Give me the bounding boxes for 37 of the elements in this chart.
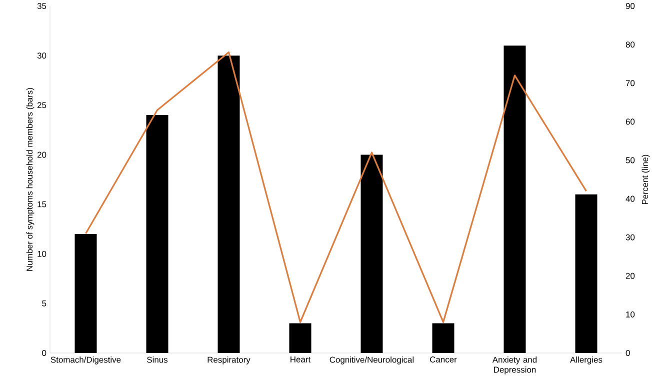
y2-tick-label: 40 (626, 196, 635, 202)
y2-tick-label: 0 (626, 350, 630, 356)
bar (432, 323, 454, 353)
y2-tick-label: 80 (626, 42, 635, 48)
bar (218, 56, 240, 353)
bar (575, 194, 598, 353)
y-tick-label: 5 (42, 300, 46, 306)
x-tick-label: Anxiety and Depression (492, 356, 537, 374)
y2-tick-label: 50 (626, 157, 635, 164)
bar (289, 323, 312, 353)
y2-tick-label: 60 (626, 118, 635, 125)
y-axis-title: Number of symptoms household members (bars) (26, 88, 34, 271)
y-tick-label: 15 (38, 201, 46, 208)
y2-tick-label: 20 (626, 272, 635, 279)
bar (504, 46, 526, 353)
x-tick-label: Heart (290, 356, 311, 362)
y2-tick-label: 30 (626, 234, 635, 240)
y-tick-label: 20 (37, 152, 46, 158)
x-tick-label: Allergies (570, 356, 602, 364)
y2-axis-title: Percent (line) (642, 154, 650, 204)
y2-tick-label: 90 (626, 3, 635, 9)
y-tick-label: 10 (38, 250, 46, 257)
y-tick-label: 0 (42, 350, 46, 356)
line-series (84, 51, 588, 323)
y2-tick-label: 10 (626, 311, 635, 318)
x-tick-label: Stomach/Digestive (50, 356, 121, 364)
bar (74, 234, 97, 353)
y-tick-label: 35 (37, 3, 46, 9)
x-tick-label: Cognitive/Neurological (330, 356, 414, 364)
y2-tick-label: 70 (626, 80, 635, 86)
x-tick-label: Respiratory (208, 356, 250, 364)
bar (146, 115, 168, 353)
y-tick-label: 25 (37, 102, 46, 108)
x-tick-label: Sinus (147, 356, 168, 363)
bar (360, 154, 383, 353)
x-tick-label: Cancer (430, 356, 457, 363)
y-tick-label: 30 (37, 52, 46, 59)
